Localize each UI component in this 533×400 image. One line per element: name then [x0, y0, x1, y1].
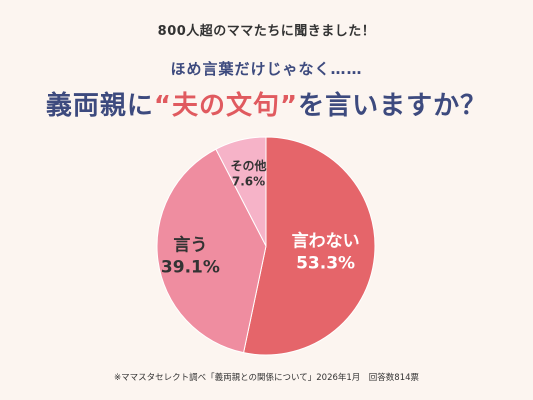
- slice-iu: [156, 148, 267, 354]
- page-title: 義両親に“夫の文句”を言いますか？: [0, 85, 533, 122]
- survey-intro: 800人超のママたちに聞きました！: [157, 24, 376, 39]
- slice-sonota-value: 7.6%: [232, 174, 265, 188]
- slice-iwanai-label: 言わない: [292, 230, 360, 251]
- title-prefix: 義両親に: [45, 91, 154, 121]
- title-accent: “夫の文句”: [153, 91, 299, 121]
- slice-iu-label: 言う: [173, 234, 207, 255]
- slice-iu-value: 39.1%: [161, 257, 220, 277]
- slice-iwanai: [242, 136, 376, 356]
- slice-iwanai-value: 53.3%: [296, 253, 355, 273]
- source-footnote: ※ママスタセレクト調べ「義両親との関係について」2026年1月 回答数814票: [113, 373, 420, 383]
- slice-sonota: [215, 136, 267, 247]
- title-suffix: を言いますか？: [298, 91, 488, 121]
- subtitle: ほめ言葉だけじゃなく……: [170, 60, 363, 78]
- slice-sonota-label: その他: [230, 158, 266, 173]
